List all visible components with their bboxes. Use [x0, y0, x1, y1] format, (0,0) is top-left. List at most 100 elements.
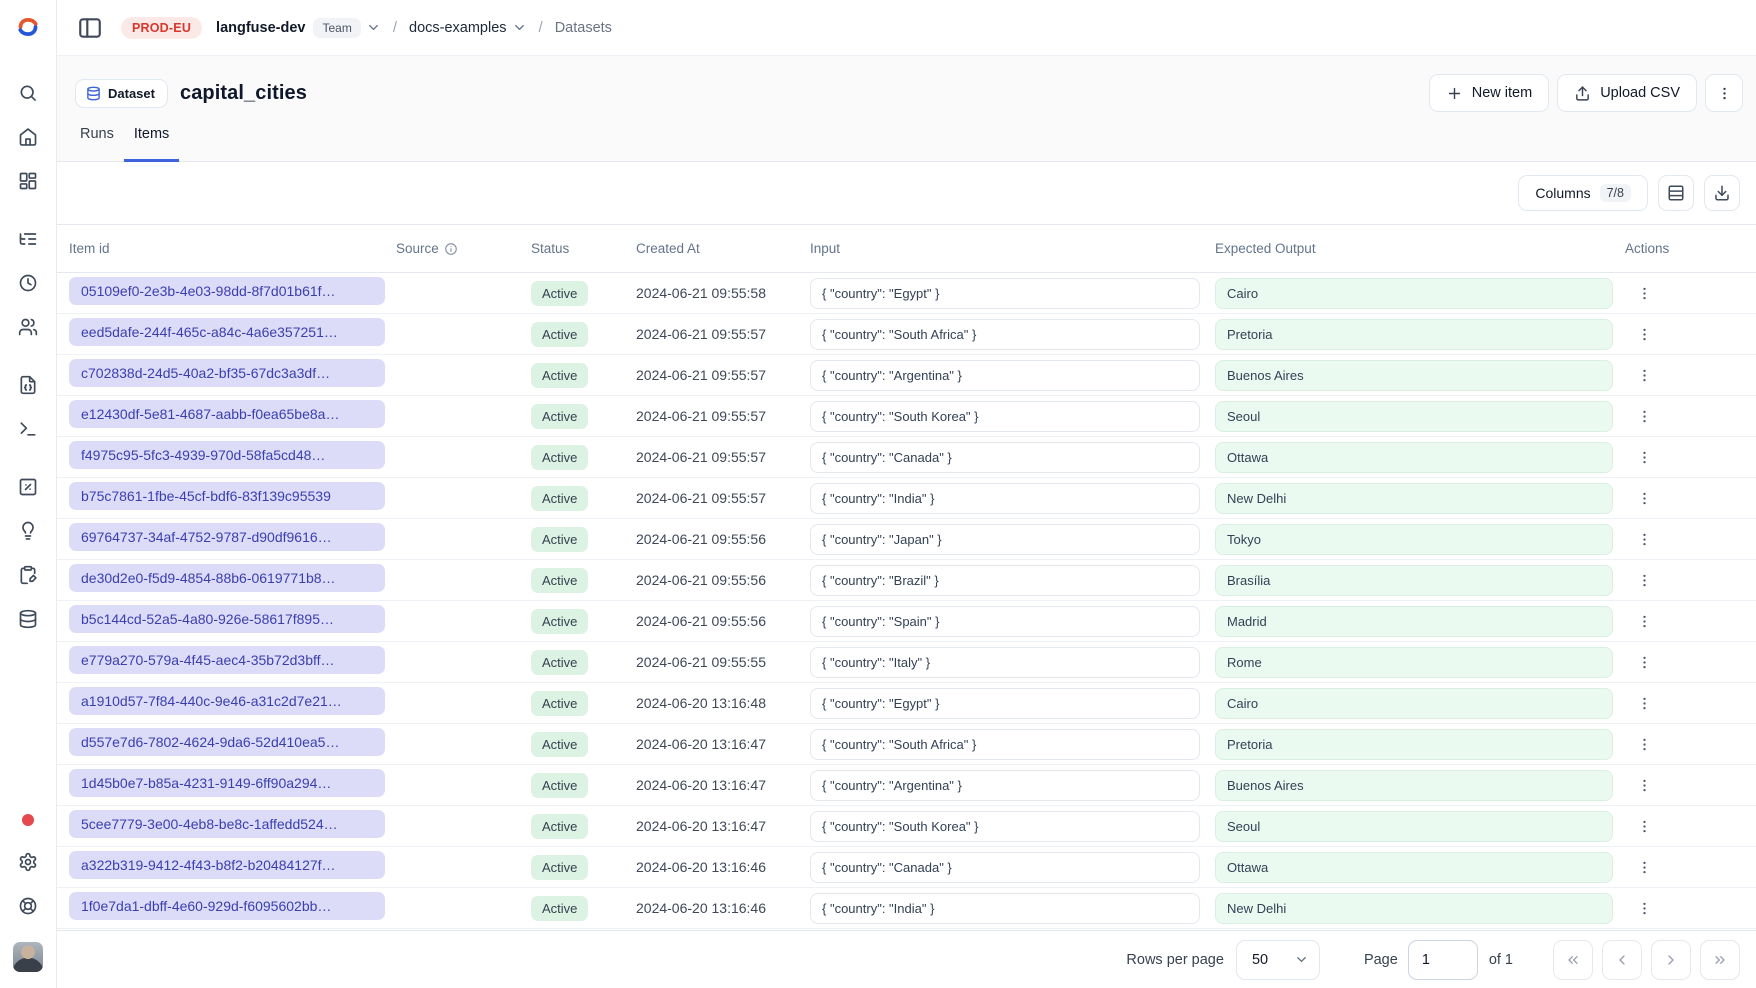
previous-page-button[interactable] — [1602, 939, 1642, 980]
expected-output-value[interactable]: Pretoria — [1215, 318, 1613, 350]
expected-output-value[interactable]: Tokyo — [1215, 523, 1613, 555]
item-id-badge[interactable]: b75c7861-1fbe-45cf-bdf6-83f139c95539 — [69, 481, 385, 510]
evaluation-percent-icon[interactable] — [18, 477, 38, 497]
row-actions-button[interactable] — [1631, 731, 1657, 757]
settings-gear-icon[interactable] — [18, 852, 38, 872]
input-cell-value[interactable]: { "country": "India" } — [810, 892, 1200, 924]
rows-per-page-select[interactable]: 50 — [1235, 939, 1320, 980]
input-cell-value[interactable]: { "country": "Canada" } — [810, 851, 1200, 883]
llm-judge-lightbulb-icon[interactable] — [18, 521, 38, 541]
columns-button[interactable]: Columns 7/8 — [1518, 175, 1648, 211]
input-cell-value[interactable]: { "country": "South Korea" } — [810, 400, 1200, 432]
row-actions-button[interactable] — [1631, 854, 1657, 880]
org-switcher-chevron-icon[interactable] — [366, 20, 381, 35]
input-cell-value[interactable]: { "country": "Brazil" } — [810, 564, 1200, 596]
input-cell-value[interactable]: { "country": "Argentina" } — [810, 359, 1200, 391]
row-actions-button[interactable] — [1631, 444, 1657, 470]
org-name[interactable]: langfuse-dev — [216, 19, 306, 36]
langfuse-logo-icon[interactable] — [16, 15, 40, 39]
export-download-button[interactable] — [1704, 175, 1740, 211]
item-id-badge[interactable]: e12430df-5e81-4687-aabb-f0ea65be8a… — [69, 399, 385, 428]
item-id-badge[interactable]: 5cee7779-3e00-4eb8-be8c-1affedd524… — [69, 809, 385, 838]
annotation-clipboard-icon[interactable] — [18, 565, 38, 585]
last-page-button[interactable] — [1700, 939, 1740, 980]
input-cell-value[interactable]: { "country": "Argentina" } — [810, 769, 1200, 801]
input-cell-value[interactable]: { "country": "Japan" } — [810, 523, 1200, 555]
search-icon[interactable] — [18, 83, 38, 103]
expected-output-value[interactable]: Buenos Aires — [1215, 769, 1613, 801]
row-actions-button[interactable] — [1631, 690, 1657, 716]
sidebar-toggle-button[interactable] — [77, 15, 103, 41]
input-cell-value[interactable]: { "country": "Canada" } — [810, 441, 1200, 473]
expected-output-value[interactable]: New Delhi — [1215, 482, 1613, 514]
tab-items[interactable]: Items — [123, 116, 180, 162]
row-actions-button[interactable] — [1631, 608, 1657, 634]
row-actions-button[interactable] — [1631, 362, 1657, 388]
item-id-badge[interactable]: 1f0e7da1-dbff-4e60-929d-f6095602bb… — [69, 891, 385, 920]
row-actions-button[interactable] — [1631, 280, 1657, 306]
row-actions-button[interactable] — [1631, 403, 1657, 429]
input-cell-value[interactable]: { "country": "South Korea" } — [810, 810, 1200, 842]
expected-output-value[interactable]: Cairo — [1215, 687, 1613, 719]
input-cell-value[interactable]: { "country": "Egypt" } — [810, 277, 1200, 309]
item-id-badge[interactable]: b5c144cd-52a5-4a80-926e-58617f895… — [69, 604, 385, 633]
row-actions-button[interactable] — [1631, 526, 1657, 552]
item-id-badge[interactable]: eed5dafe-244f-465c-a84c-4a6e357251… — [69, 317, 385, 346]
input-cell-value[interactable]: { "country": "Spain" } — [810, 605, 1200, 637]
traces-icon[interactable] — [18, 229, 38, 249]
item-id-badge[interactable]: 05109ef0-2e3b-4e03-98dd-8f7d01b61f… — [69, 276, 385, 305]
row-actions-button[interactable] — [1631, 485, 1657, 511]
users-icon[interactable] — [18, 317, 38, 337]
row-height-button[interactable] — [1658, 175, 1694, 211]
next-page-button[interactable] — [1651, 939, 1691, 980]
expected-output-value[interactable]: Rome — [1215, 646, 1613, 678]
row-actions-button[interactable] — [1631, 649, 1657, 675]
playground-terminal-icon[interactable] — [18, 419, 38, 439]
user-avatar[interactable] — [13, 942, 43, 972]
expected-output-value[interactable]: Pretoria — [1215, 728, 1613, 760]
expected-output-value[interactable]: Madrid — [1215, 605, 1613, 637]
input-cell-value[interactable]: { "country": "Italy" } — [810, 646, 1200, 678]
item-id-badge[interactable]: f4975c95-5fc3-4939-970d-58fa5cd48… — [69, 440, 385, 469]
expected-output-value[interactable]: New Delhi — [1215, 892, 1613, 924]
datasets-database-icon[interactable] — [18, 609, 38, 629]
row-actions-button[interactable] — [1631, 567, 1657, 593]
input-cell-value[interactable]: { "country": "Egypt" } — [810, 687, 1200, 719]
page-number-input[interactable] — [1407, 939, 1478, 980]
item-id-badge[interactable]: c702838d-24d5-40a2-bf35-67dc3a3df… — [69, 358, 385, 387]
expected-output-value[interactable]: Seoul — [1215, 400, 1613, 432]
input-cell-value[interactable]: { "country": "South Africa" } — [810, 318, 1200, 350]
home-icon[interactable] — [18, 127, 38, 147]
tab-runs[interactable]: Runs — [80, 125, 114, 142]
row-actions-button[interactable] — [1631, 895, 1657, 921]
item-id-badge[interactable]: 69764737-34af-4752-9787-d90df9616… — [69, 522, 385, 551]
prompts-icon[interactable] — [18, 375, 38, 395]
item-id-badge[interactable]: a1910d57-7f84-440c-9e46-a31c2d7e21… — [69, 686, 385, 715]
row-actions-button[interactable] — [1631, 321, 1657, 347]
expected-output-value[interactable]: Ottawa — [1215, 851, 1613, 883]
first-page-button[interactable] — [1553, 939, 1593, 980]
dashboard-icon[interactable] — [18, 171, 38, 191]
item-id-badge[interactable]: de30d2e0-f5d9-4854-88b6-0619771b8… — [69, 563, 385, 592]
input-cell-value[interactable]: { "country": "South Africa" } — [810, 728, 1200, 760]
row-actions-button[interactable] — [1631, 813, 1657, 839]
item-id-badge[interactable]: a322b319-9412-4f43-b8f2-b20484127f… — [69, 850, 385, 879]
upload-csv-button[interactable]: Upload CSV — [1557, 74, 1697, 112]
breadcrumb-datasets[interactable]: Datasets — [554, 19, 612, 36]
expected-output-value[interactable]: Brasília — [1215, 564, 1613, 596]
item-id-badge[interactable]: e779a270-579a-4f45-aec4-35b72d3bff… — [69, 645, 385, 674]
input-cell-value[interactable]: { "country": "India" } — [810, 482, 1200, 514]
item-id-badge[interactable]: 1d45b0e7-b85a-4231-9149-6ff90a294… — [69, 768, 385, 797]
project-switcher[interactable]: docs-examples — [409, 20, 527, 36]
page-actions-menu-button[interactable] — [1705, 74, 1743, 112]
row-actions-button[interactable] — [1631, 772, 1657, 798]
info-icon[interactable] — [444, 242, 458, 256]
sessions-clock-icon[interactable] — [18, 273, 38, 293]
support-lifebuoy-icon[interactable] — [18, 896, 38, 916]
expected-output-value[interactable]: Seoul — [1215, 810, 1613, 842]
expected-output-value[interactable]: Buenos Aires — [1215, 359, 1613, 391]
expected-output-value[interactable]: Ottawa — [1215, 441, 1613, 473]
item-id-badge[interactable]: d557e7d6-7802-4624-9da6-52d410ea5… — [69, 727, 385, 756]
new-item-button[interactable]: New item — [1428, 74, 1550, 112]
expected-output-value[interactable]: Cairo — [1215, 277, 1613, 309]
